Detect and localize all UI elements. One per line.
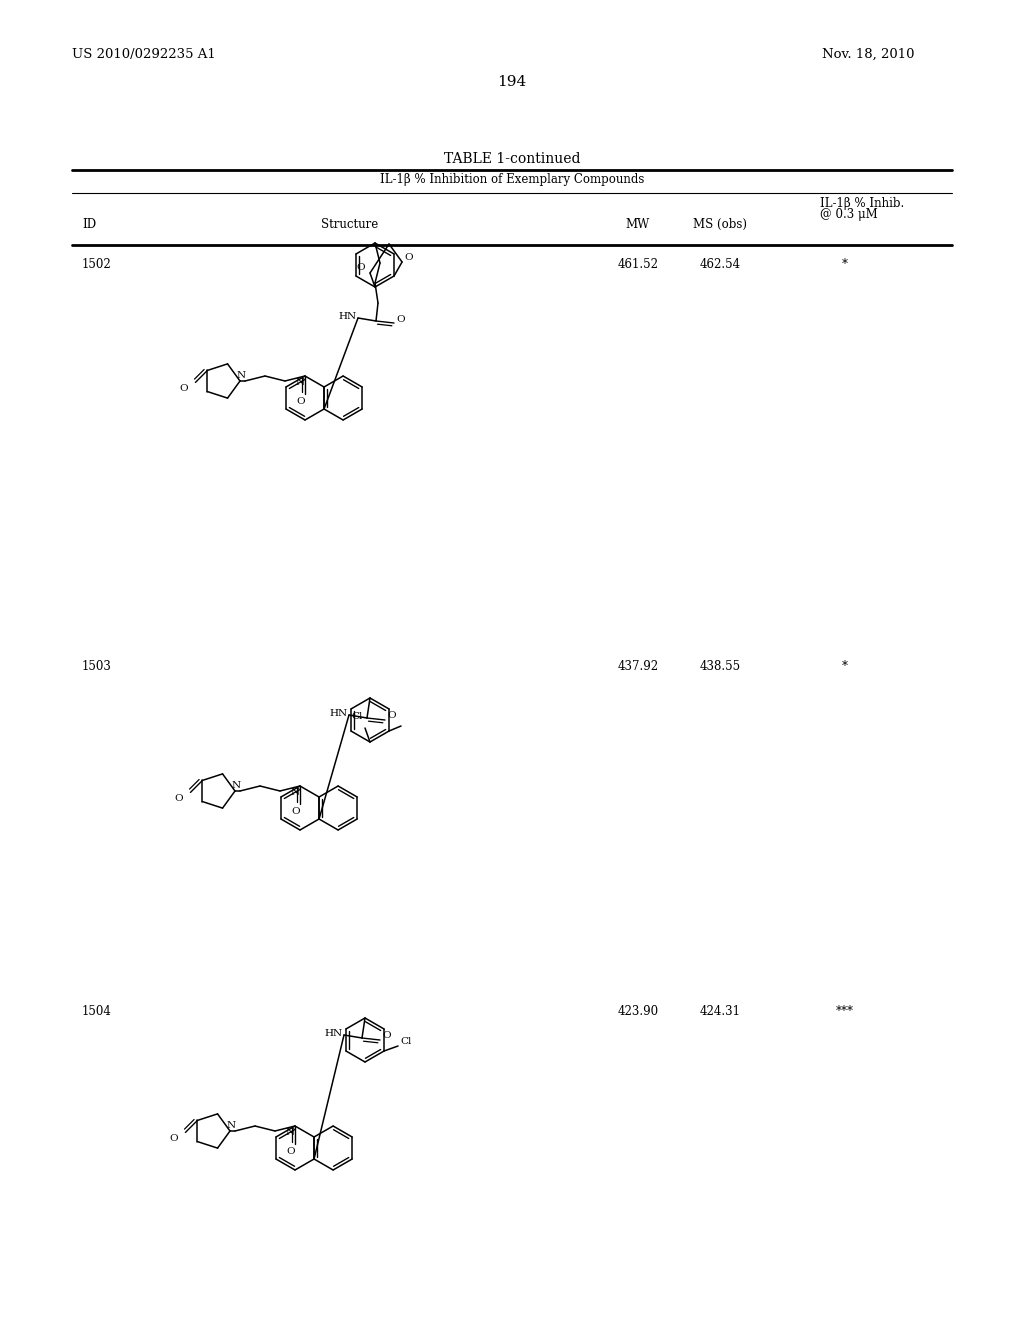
Text: HN: HN: [324, 1030, 342, 1038]
Text: O: O: [174, 795, 182, 804]
Text: Nov. 18, 2010: Nov. 18, 2010: [822, 48, 914, 61]
Text: O: O: [292, 807, 300, 816]
Text: TABLE 1-continued: TABLE 1-continued: [443, 152, 581, 166]
Text: 423.90: 423.90: [617, 1005, 658, 1018]
Text: N: N: [231, 781, 241, 791]
Text: ID: ID: [82, 218, 96, 231]
Text: 437.92: 437.92: [617, 660, 658, 673]
Text: IL-1β % Inhibition of Exemplary Compounds: IL-1β % Inhibition of Exemplary Compound…: [380, 173, 644, 186]
Text: O: O: [297, 397, 305, 407]
Text: 1504: 1504: [82, 1005, 112, 1018]
Text: MS (obs): MS (obs): [693, 218, 746, 231]
Text: O: O: [179, 384, 187, 393]
Text: ***: ***: [836, 1005, 854, 1018]
Text: Structure: Structure: [322, 218, 379, 231]
Text: O: O: [382, 1031, 390, 1040]
Text: N: N: [226, 1122, 236, 1130]
Text: N: N: [296, 378, 304, 387]
Text: Cl: Cl: [400, 1036, 412, 1045]
Text: *: *: [842, 660, 848, 673]
Text: HN: HN: [338, 312, 356, 321]
Text: IL-1β % Inhib.: IL-1β % Inhib.: [820, 197, 904, 210]
Text: O: O: [287, 1147, 295, 1156]
Text: *: *: [842, 257, 848, 271]
Text: 1502: 1502: [82, 257, 112, 271]
Text: O: O: [356, 264, 365, 272]
Text: O: O: [169, 1134, 178, 1143]
Text: O: O: [387, 711, 395, 721]
Text: 1503: 1503: [82, 660, 112, 673]
Text: O: O: [404, 252, 413, 261]
Text: N: N: [291, 788, 300, 797]
Text: Cl: Cl: [351, 711, 362, 721]
Text: O: O: [396, 314, 404, 323]
Text: N: N: [286, 1129, 295, 1137]
Text: MW: MW: [626, 218, 650, 231]
Text: 461.52: 461.52: [617, 257, 658, 271]
Text: N: N: [237, 371, 246, 380]
Text: 438.55: 438.55: [699, 660, 740, 673]
Text: HN: HN: [329, 709, 347, 718]
Text: 194: 194: [498, 75, 526, 88]
Text: @ 0.3 μM: @ 0.3 μM: [820, 209, 878, 220]
Text: 462.54: 462.54: [699, 257, 740, 271]
Text: US 2010/0292235 A1: US 2010/0292235 A1: [72, 48, 216, 61]
Text: 424.31: 424.31: [699, 1005, 740, 1018]
